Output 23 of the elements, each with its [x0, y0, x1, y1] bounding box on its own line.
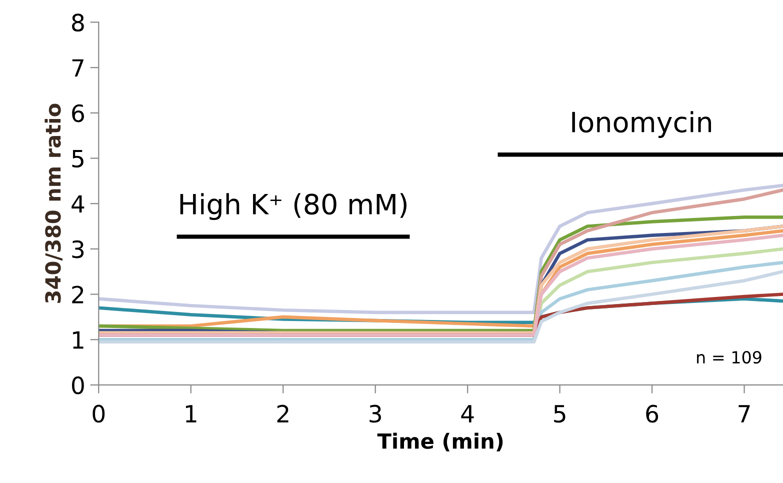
y-tick-label: 3 [72, 240, 84, 258]
x-tick-label: 2 [277, 404, 288, 422]
x-tick-label: 3 [370, 404, 381, 423]
y-tick-label: 6 [72, 104, 84, 122]
y-tick-label: 1 [73, 331, 84, 349]
y-tick-label: 2 [72, 286, 84, 304]
annotation: High K⁺ (80 mM) [180, 193, 407, 220]
x-tick-label: 6 [646, 404, 658, 423]
y-tick-label: 4 [72, 195, 84, 213]
x-tick-label: 5 [554, 405, 566, 423]
y-tick-label: 5 [72, 150, 84, 168]
y-tick-label: 8 [72, 14, 84, 32]
annotation: Ionomycin [572, 111, 712, 138]
x-tick-label: 4 [461, 405, 474, 422]
y-tick-label: 0 [72, 376, 84, 394]
line-series [98, 184, 783, 314]
y-axis-title: 340/380 nm ratio [44, 104, 62, 303]
x-tick-label: 1 [186, 405, 196, 422]
x-tick-label: 7 [738, 405, 750, 422]
annotation: n = 109 [697, 350, 762, 364]
x-axis-title: Time (min) [377, 432, 503, 452]
y-tick-label: 7 [72, 59, 84, 77]
x-tick-label: 0 [92, 404, 105, 423]
